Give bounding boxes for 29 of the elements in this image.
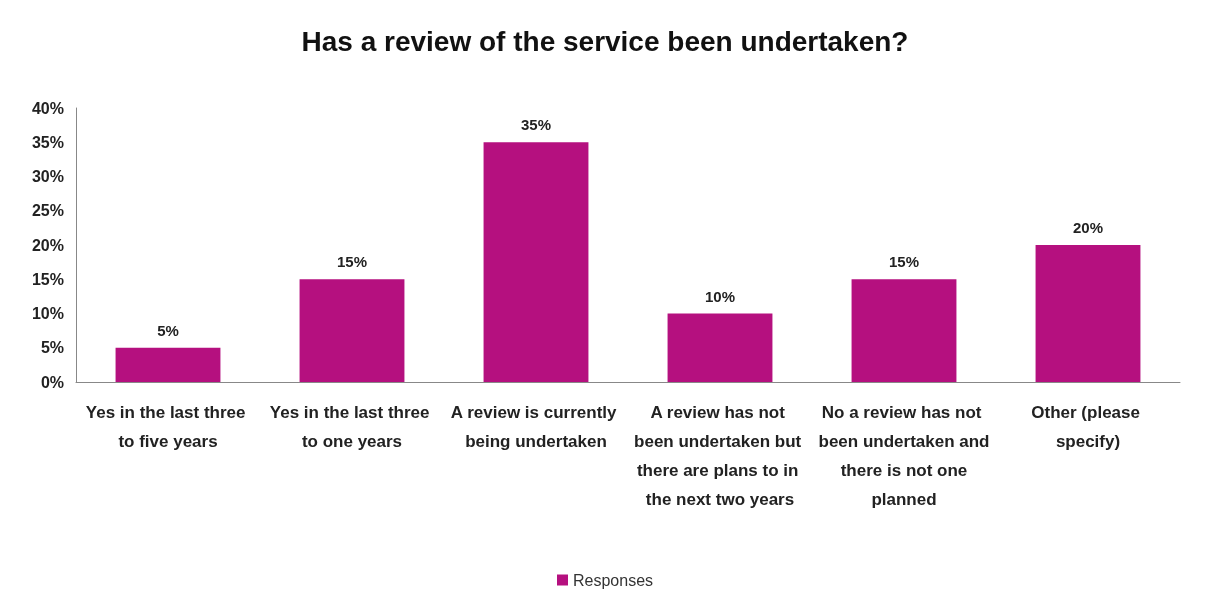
x-tick-label: No a review has not been undertaken and there is not one planned: [818, 403, 990, 509]
bar: [1035, 245, 1141, 382]
data-label: 35%: [520, 116, 552, 134]
x-tick-label: A review has not been undertaken but there are plans to in the next two years: [634, 403, 806, 509]
y-tick-label: 15%: [31, 270, 64, 288]
data-label: 10%: [704, 287, 736, 305]
bar: [667, 313, 773, 382]
y-tick-label: 5%: [40, 339, 64, 357]
bar: [851, 279, 957, 382]
y-tick-label: 40%: [31, 99, 64, 117]
data-label: 20%: [1072, 219, 1104, 236]
legend-label: Responses: [572, 571, 654, 589]
bar: [483, 142, 589, 382]
data-label: 15%: [336, 253, 368, 271]
y-tick-label: 10%: [31, 305, 64, 322]
y-tick-label: 30%: [31, 168, 64, 185]
data-label: 15%: [888, 253, 920, 271]
x-tick-label: Yes in the last three to five years: [85, 403, 251, 451]
y-tick-label: 0%: [40, 373, 64, 391]
data-label: 5%: [157, 321, 179, 339]
bar: [299, 279, 405, 382]
chart-title: Has a review of the service been undertaken?: [301, 25, 909, 57]
y-tick-label: 35%: [31, 133, 64, 151]
y-tick-label: 20%: [31, 236, 64, 254]
x-tick-label: Yes in the last three to one years: [269, 403, 435, 451]
x-tick-label: Other (please specify): [1031, 403, 1145, 451]
bar: [115, 347, 221, 382]
y-tick-label: 25%: [31, 202, 64, 220]
x-tick-label: A review is currently being undertaken: [450, 403, 622, 451]
